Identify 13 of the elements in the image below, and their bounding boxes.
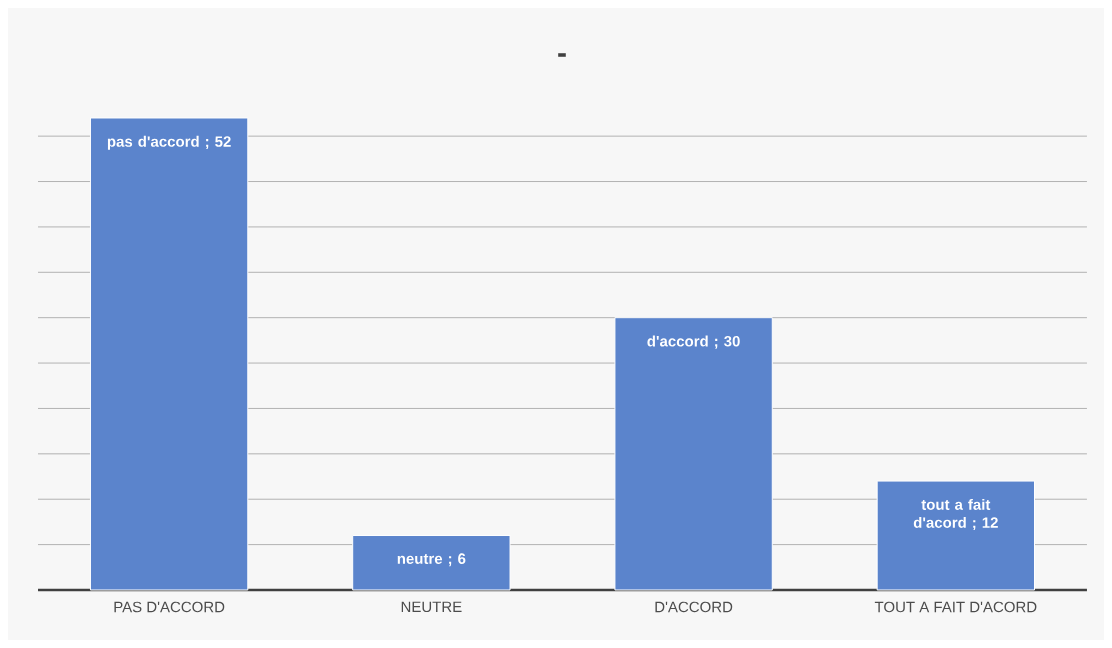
x-tick-label: TOUT A FAIT D'ACORD xyxy=(874,601,1037,613)
data-label: tout a fait d'acord ; 12 xyxy=(913,498,998,531)
data-label: d'accord ; 30 xyxy=(647,335,740,349)
chart-title: - xyxy=(558,53,566,57)
x-tick-label: PAS D'ACCORD xyxy=(114,601,225,613)
bar xyxy=(89,117,249,591)
bar xyxy=(352,535,511,591)
x-tick-label: NEUTRE xyxy=(401,601,462,613)
x-tick-label: D'ACCORD xyxy=(655,601,733,613)
data-label: neutre ; 6 xyxy=(397,553,466,567)
bar xyxy=(876,480,1035,591)
data-label: pas d'accord ; 52 xyxy=(107,135,231,150)
bar xyxy=(614,317,773,591)
